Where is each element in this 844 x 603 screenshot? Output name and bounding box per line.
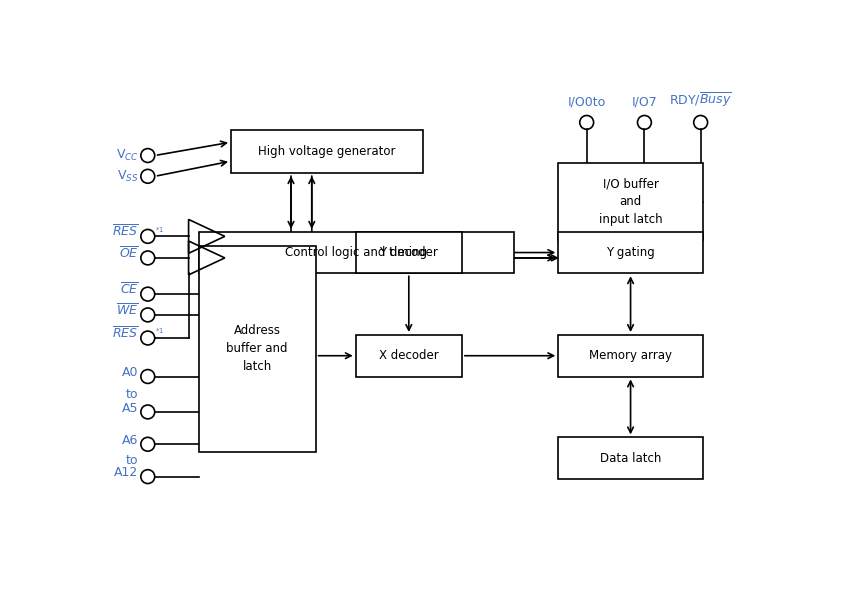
Text: $\overline{WE}$: $\overline{WE}$ <box>116 303 138 318</box>
Text: $\overline{RES}$: $\overline{RES}$ <box>112 326 138 341</box>
Text: $\overline{CE}$: $\overline{CE}$ <box>120 282 138 297</box>
Text: $^{*1}$: $^{*1}$ <box>155 329 165 338</box>
Text: Y gating: Y gating <box>605 246 654 259</box>
Text: to: to <box>126 388 138 401</box>
Text: Data latch: Data latch <box>599 452 661 465</box>
Text: A12: A12 <box>114 466 138 479</box>
Text: V$_{CC}$: V$_{CC}$ <box>116 148 138 163</box>
Text: I/O0to: I/O0to <box>567 95 605 109</box>
Text: A0: A0 <box>122 366 138 379</box>
FancyBboxPatch shape <box>230 130 423 173</box>
Text: $\overline{RES}$: $\overline{RES}$ <box>112 224 138 239</box>
FancyBboxPatch shape <box>558 232 702 273</box>
FancyBboxPatch shape <box>198 232 514 273</box>
FancyBboxPatch shape <box>355 232 462 273</box>
Text: Y decoder: Y decoder <box>379 246 438 259</box>
Text: to: to <box>126 454 138 467</box>
Text: I/O buffer
and
input latch: I/O buffer and input latch <box>598 177 662 226</box>
Text: V$_{SS}$: V$_{SS}$ <box>116 169 138 184</box>
FancyBboxPatch shape <box>355 335 462 376</box>
Text: Control logic and timing: Control logic and timing <box>285 246 427 259</box>
FancyBboxPatch shape <box>558 437 702 479</box>
FancyBboxPatch shape <box>198 245 316 452</box>
FancyBboxPatch shape <box>558 335 702 376</box>
Text: RDY/$\overline{Busy}$: RDY/$\overline{Busy}$ <box>668 90 731 109</box>
Text: A6: A6 <box>122 434 138 447</box>
Text: X decoder: X decoder <box>378 349 438 362</box>
Text: Address
buffer and
latch: Address buffer and latch <box>226 324 288 373</box>
Text: A5: A5 <box>122 402 138 415</box>
Text: $^{*1}$: $^{*1}$ <box>155 227 165 237</box>
FancyBboxPatch shape <box>558 163 702 240</box>
Text: I/O7: I/O7 <box>630 95 657 109</box>
Text: High voltage generator: High voltage generator <box>258 145 396 158</box>
Text: $\overline{OE}$: $\overline{OE}$ <box>119 245 138 261</box>
Text: Memory array: Memory array <box>588 349 671 362</box>
